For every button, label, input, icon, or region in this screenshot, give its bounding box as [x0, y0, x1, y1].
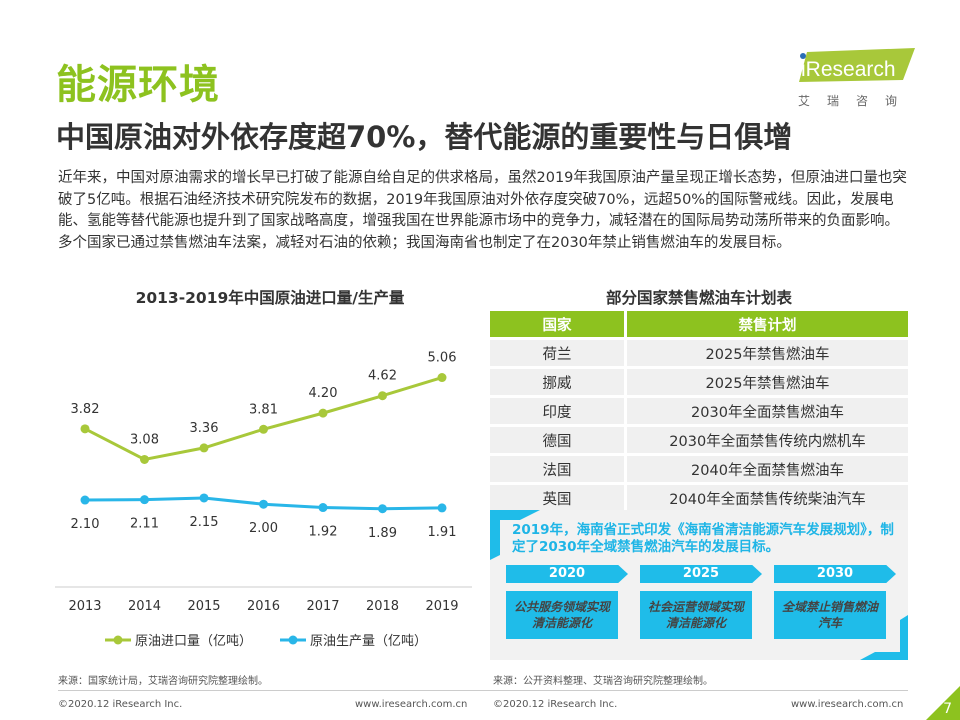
data-point [80, 495, 90, 505]
data-point [437, 373, 447, 383]
data-label: 5.06 [428, 351, 457, 366]
data-label: 4.20 [309, 386, 338, 401]
data-point [259, 499, 268, 509]
footer-divider [58, 690, 908, 691]
stage-year: 2030 [774, 565, 896, 583]
country-cell: 挪威 [490, 369, 627, 395]
logo-chinese: 艾瑞咨询 [798, 94, 915, 108]
copyright: ©2020.12 iResearch Inc. [493, 699, 618, 710]
data-point [199, 493, 209, 503]
country-cell: 法国 [490, 456, 627, 482]
data-point [199, 443, 209, 453]
x-tick-label: 2017 [306, 599, 339, 614]
legend-label: 原油进口量（亿吨） [135, 634, 252, 649]
plan-cell: 2030年全面禁售燃油车 [627, 398, 908, 424]
line-chart: 2013 2014 2015 2016 2017 2018 2019 3.82 3.08 3.36… [55, 351, 472, 649]
country-cell: 英国 [490, 485, 627, 511]
table-row: 法国 2040年全面禁售燃油车 [490, 456, 908, 482]
data-label: 3.08 [130, 432, 159, 447]
table-row: 英国 2040年全面禁售传统柴油汽车 [490, 485, 908, 511]
x-tick-label: 2019 [425, 599, 458, 614]
data-label: 3.82 [71, 402, 100, 417]
legend-marker [288, 635, 298, 645]
table-row: 印度 2030年全面禁售燃油车 [490, 398, 908, 424]
stage-year: 2020 [506, 565, 628, 583]
source-right: 来源：公开资料整理、艾瑞咨询研究院整理绘制。 [493, 676, 713, 687]
x-tick-label: 2013 [68, 599, 101, 614]
x-tick-label: 2016 [247, 599, 280, 614]
table-row: 德国 2030年全面禁售传统内燃机车 [490, 427, 908, 453]
country-cell: 印度 [490, 398, 627, 424]
data-label: 3.36 [190, 421, 219, 436]
ban-plan-table: 国家 禁售计划 荷兰 2025年禁售燃油车 挪威 2025年禁售燃油车 印度 2030年全面… [490, 308, 908, 514]
country-cell: 德国 [490, 427, 627, 453]
table-row: 荷兰 2025年禁售燃油车 [490, 340, 908, 366]
copyright: ©2020.12 iResearch Inc. [58, 699, 183, 710]
data-label: 2.00 [249, 521, 278, 536]
x-tick-label: 2015 [187, 599, 220, 614]
header-plan: 禁售计划 [627, 311, 908, 337]
legend-marker [113, 635, 123, 645]
plan-cell: 2040年全面禁售燃油车 [627, 456, 908, 482]
data-point [378, 504, 387, 514]
section-title: 能源环境 [56, 62, 220, 108]
stage-goal: 社会运营领域实现清洁能源化 [640, 591, 752, 639]
source-left: 来源：国家统计局，艾瑞咨询研究院整理绘制。 [58, 676, 268, 687]
footer-url[interactable]: www.iresearch.com.cn [791, 699, 904, 710]
data-point [318, 408, 328, 418]
page-title: 中国原油对外依存度超70%，替代能源的重要性与日俱增 [56, 120, 793, 154]
plan-cell: 2040年全面禁售传统柴油汽车 [627, 485, 908, 511]
plan-cell: 2025年禁售燃油车 [627, 369, 908, 395]
stage-goal: 公共服务领域实现清洁能源化 [506, 591, 618, 639]
data-label: 1.89 [368, 526, 397, 541]
data-label: 2.15 [190, 515, 219, 530]
data-label: 2.10 [71, 517, 100, 532]
data-point [140, 495, 149, 505]
country-cell: 荷兰 [490, 340, 627, 366]
data-point [378, 391, 387, 401]
data-point [259, 424, 268, 434]
data-label: 3.81 [249, 402, 278, 417]
stage-goal: 全域禁止销售燃油汽车 [774, 591, 886, 639]
x-tick-label: 2014 [128, 599, 161, 614]
data-label: 1.91 [428, 525, 457, 540]
data-point [140, 454, 149, 464]
legend-label: 原油生产量（亿吨） [310, 634, 427, 649]
plan-cell: 2025年禁售燃油车 [627, 340, 908, 366]
iresearch-logo: iResearch [799, 48, 915, 82]
plan-cell: 2030年全面禁售传统内燃机车 [627, 427, 908, 453]
page-number: 7 [943, 701, 952, 717]
header-country: 国家 [490, 311, 627, 337]
table-row: 挪威 2025年禁售燃油车 [490, 369, 908, 395]
data-point [437, 503, 447, 513]
data-point [318, 503, 328, 513]
svg-text:iResearch: iResearch [801, 58, 896, 81]
footer-url[interactable]: www.iresearch.com.cn [355, 699, 468, 710]
data-label: 4.62 [368, 369, 397, 384]
hainan-text: 2019年，海南省正式印发《海南省清洁能源汽车发展规划》，制定了2030年全域禁… [512, 522, 894, 555]
data-label: 1.92 [309, 525, 338, 540]
data-point [80, 424, 90, 434]
intro-paragraph: 近年来，中国对原油需求的增长早已打破了能源自给自足的供求格局，虽然2019年我国… [58, 170, 907, 251]
table-title: 部分国家禁售燃油车计划表 [605, 289, 792, 307]
x-tick-label: 2018 [366, 599, 399, 614]
data-label: 2.11 [130, 517, 159, 532]
stage-year: 2025 [640, 565, 762, 583]
chart-title: 2013-2019年中国原油进口量/生产量 [135, 289, 405, 307]
